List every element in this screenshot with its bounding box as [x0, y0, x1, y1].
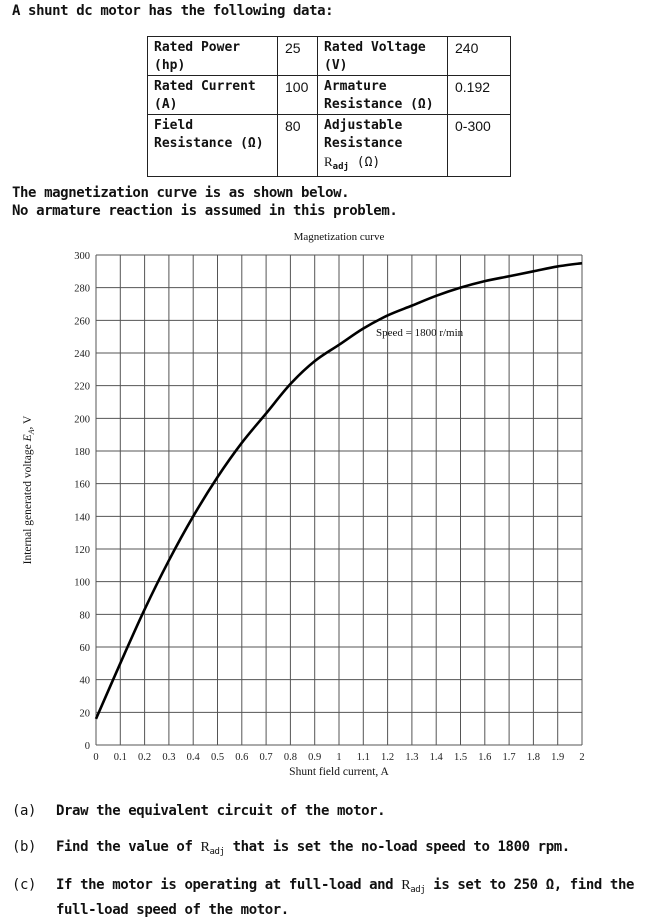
x-tick-label: 0.6 — [235, 752, 248, 763]
question-b-tag: (b) — [12, 839, 37, 855]
y-tick-label: 180 — [74, 447, 90, 458]
y-tick-label: 160 — [74, 480, 90, 491]
radj-unit: (Ω) — [356, 155, 381, 170]
x-tick-label: 1.1 — [357, 752, 370, 763]
radj-subscript: adj — [209, 847, 225, 857]
y-tick-label: 260 — [74, 316, 90, 327]
x-tick-label: 1.6 — [478, 752, 491, 763]
x-tick-label: 0.9 — [308, 752, 321, 763]
rated-voltage-value: 240 — [447, 36, 511, 76]
question-a-text: Draw the equivalent circuit of the motor… — [56, 803, 386, 819]
y-tick-label: 40 — [80, 676, 91, 687]
chart-title: Magnetization curve — [293, 231, 385, 243]
x-tick-label: 1 — [336, 752, 341, 763]
y-tick-label: 120 — [74, 545, 90, 556]
x-axis-label: Shunt field current, A — [289, 766, 389, 778]
rated-voltage-label: Rated Voltage (V) — [317, 36, 448, 76]
intro-text: A shunt dc motor has the following data: — [12, 3, 334, 19]
x-tick-label: 1.2 — [381, 752, 394, 763]
y-tick-label: 200 — [74, 414, 90, 425]
question-b-pre: Find the value of — [56, 839, 201, 855]
x-tick-label: 0.1 — [114, 752, 127, 763]
radj-symbol: R — [324, 154, 333, 169]
x-tick-label: 1.9 — [551, 752, 564, 763]
notes: The magnetization curve is as shown belo… — [12, 184, 398, 220]
field-resistance-label: Field Resistance (Ω) — [147, 114, 278, 177]
note-line-1: The magnetization curve is as shown belo… — [12, 185, 350, 201]
y-tick-label: 280 — [74, 284, 90, 295]
question-b-post: that is set the no-load speed to 1800 rp… — [224, 839, 571, 855]
x-tick-label: 0.7 — [260, 752, 273, 763]
y-tick-label: 100 — [74, 578, 90, 589]
adjustable-resistance-label: Adjustable Resistance Radj (Ω) — [317, 114, 448, 177]
armature-resistance-label: Armature Resistance (Ω) — [317, 75, 448, 115]
x-tick-label: 0.5 — [211, 752, 224, 763]
x-tick-label: 1.3 — [405, 752, 418, 763]
adjustable-resistance-value: 0-300 — [447, 114, 511, 177]
y-tick-label: 300 — [74, 251, 90, 262]
motor-data-table: Rated Power (hp) 25 Rated Voltage (V) 24… — [147, 36, 511, 177]
adjustable-resistance-text: Adjustable Resistance — [324, 118, 403, 151]
table-row: Rated Power (hp) 25 Rated Voltage (V) 24… — [147, 36, 511, 76]
y-tick-label: 60 — [80, 643, 91, 654]
radj-symbol: R — [401, 878, 411, 893]
x-tick-label: 0.2 — [138, 752, 151, 763]
rated-current-value: 100 — [277, 75, 318, 115]
x-tick-label: 0 — [93, 752, 98, 763]
y-tick-label: 20 — [80, 708, 91, 719]
magnetization-curve — [94, 261, 583, 720]
table-row: Rated Current (A) 100 Armature Resistanc… — [147, 75, 511, 115]
question-c-body: If the motor is operating at full-load a… — [56, 875, 646, 920]
x-tick-label: 1.8 — [527, 752, 540, 763]
x-tick-label: 0.4 — [187, 752, 201, 763]
question-c-pre: If the motor is operating at full-load a… — [56, 877, 402, 893]
x-tick-label: 0.3 — [162, 752, 175, 763]
x-tick-label: 1.5 — [454, 752, 467, 763]
armature-resistance-value: 0.192 — [447, 75, 511, 115]
y-axis-label: Internal generated voltage EA, V — [21, 415, 37, 565]
speed-annotation: Speed = 1800 r/min — [376, 327, 464, 339]
note-line-2: No armature reaction is assumed in this … — [12, 203, 398, 219]
y-tick-label: 140 — [74, 512, 90, 523]
x-tick-label: 0.8 — [284, 752, 297, 763]
question-c-tag: (c) — [12, 877, 37, 893]
rated-current-label: Rated Current (A) — [147, 75, 278, 115]
x-tick-label: 1.4 — [430, 752, 444, 763]
radj-subscript: adj — [410, 885, 426, 895]
y-tick-label: 220 — [74, 382, 90, 393]
x-tick-label: 2 — [579, 752, 584, 763]
radj-subscript: adj — [332, 162, 349, 172]
field-resistance-value: 80 — [277, 114, 318, 177]
question-c-post: is set to 250 Ω, find the full-load spee… — [56, 877, 635, 918]
question-b-body: Find the value of Radj that is set the n… — [56, 837, 646, 862]
y-tick-label: 240 — [74, 349, 90, 360]
radj-symbol: R — [200, 840, 210, 855]
question-a-tag: (a) — [12, 803, 37, 819]
y-tick-label: 0 — [85, 741, 90, 752]
table-row: Field Resistance (Ω) 80 Adjustable Resis… — [147, 114, 511, 177]
x-tick-label: 1.7 — [503, 752, 516, 763]
y-tick-label: 80 — [80, 610, 91, 621]
rated-power-label: Rated Power (hp) — [147, 36, 278, 76]
